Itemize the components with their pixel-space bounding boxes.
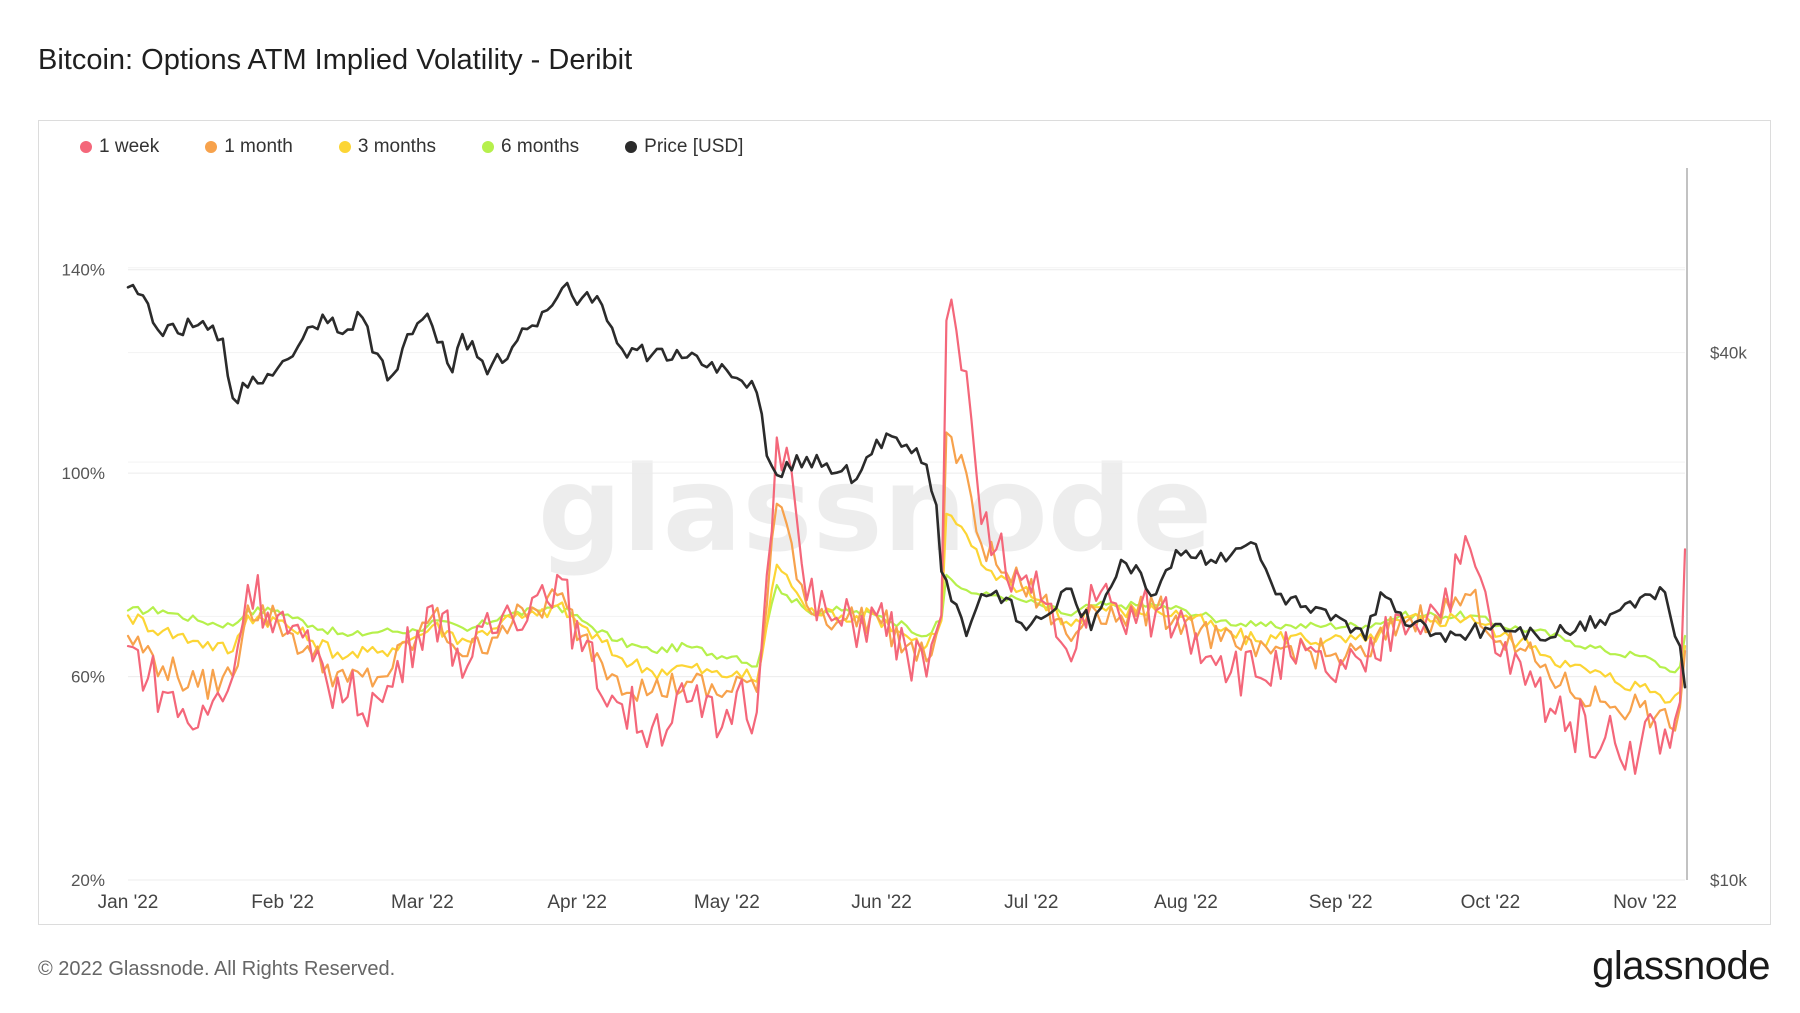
legend: 1 week 1 month 3 months 6 months Price [USD] [80, 136, 789, 158]
series-line-price-usd [126, 281, 1687, 689]
x-tick-label: Aug '22 [1154, 892, 1218, 913]
x-tick-label: Mar '22 [391, 892, 454, 913]
legend-label: 1 week [99, 136, 160, 157]
legend-label: Price [USD] [644, 136, 744, 157]
footer-logo: glassnode [1592, 944, 1770, 988]
legend-item[interactable]: 1 week [80, 136, 159, 158]
watermark: glassnode [538, 440, 1213, 578]
legend-dot-icon [482, 141, 495, 153]
footer-copyright: © 2022 Glassnode. All Rights Reserved. [38, 958, 396, 980]
legend-label: 1 month [224, 136, 293, 157]
x-tick-label: Oct '22 [1461, 892, 1521, 913]
x-tick-label: Feb '22 [251, 892, 314, 913]
x-tick-label: Sep '22 [1309, 892, 1373, 913]
legend-label: 3 months [357, 136, 437, 157]
legend-item[interactable]: 6 months [482, 136, 579, 158]
series-line-1-week [126, 298, 1687, 775]
y-left-tick-label: 20% [71, 871, 105, 890]
series-line-3-months [126, 512, 1687, 704]
series-layer [126, 281, 1687, 775]
y-right-tick-label: $40k [1710, 344, 1747, 363]
x-tick-label: Jun '22 [851, 892, 912, 913]
x-tick-label: May '22 [694, 892, 760, 913]
y-left-tick-label: 140% [62, 261, 105, 280]
legend-dot-icon [205, 141, 218, 153]
grid-lines [128, 168, 1688, 881]
x-tick-label: Jul '22 [1004, 892, 1058, 913]
axes: 140% 100% 60% 20% $40k $10k Jan '22 Feb '22 Mar … [62, 261, 1748, 913]
legend-dot-icon [625, 141, 638, 153]
y-right-tick-label: $10k [1710, 871, 1747, 890]
y-left-tick-label: 100% [62, 464, 105, 483]
x-tick-label: Nov '22 [1613, 892, 1677, 913]
chart-frame [38, 120, 1771, 925]
legend-item[interactable]: 1 month [205, 136, 293, 158]
legend-item[interactable]: Price [USD] [625, 136, 743, 158]
legend-item[interactable]: 3 months [338, 136, 437, 158]
legend-dot-icon [80, 141, 92, 153]
legend-label: 6 months [501, 136, 580, 157]
legend-dot-icon [338, 141, 351, 153]
chart-title: Bitcoin: Options ATM Implied Volatility … [38, 44, 633, 76]
x-tick-label: Jan '22 [98, 892, 159, 913]
x-tick-label: Apr '22 [547, 892, 607, 913]
y-left-tick-label: 60% [71, 668, 105, 687]
